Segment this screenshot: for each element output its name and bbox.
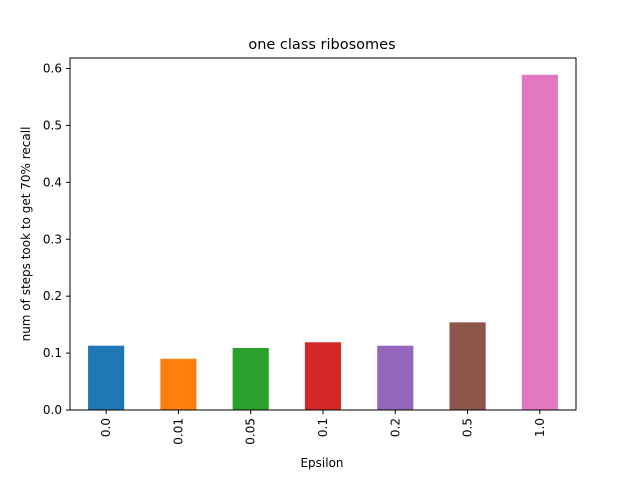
y-axis-ticks: 0.0 0.1 0.2 0.3 0.4 0.5 0.6 [43,62,70,417]
y-axis-label: num of steps took to get 70% recall [19,127,33,342]
bar-0.5 [449,322,486,410]
x-tick-label: 1.0 [533,418,547,437]
x-tick-label: 0.01 [171,418,185,445]
y-tick-label: 0.2 [43,289,62,303]
x-tick-label: 0.2 [388,418,402,437]
y-tick-label: 0.6 [43,62,62,76]
y-tick-label: 0.1 [43,346,62,360]
bar-0.01 [160,358,197,410]
bars [88,74,558,411]
x-tick-label: 0.1 [316,418,330,437]
bar-0.05 [232,347,269,410]
plot-frame [69,57,577,411]
bar-0.2 [377,345,414,410]
y-tick-label: 0.4 [43,175,62,189]
x-tick-label: 0.05 [244,418,258,445]
x-tick-label: 0.0 [99,418,113,437]
bar-1.0 [521,74,558,411]
chart-title: one class ribosomes [248,37,395,53]
y-tick-label: 0.0 [43,403,62,417]
x-axis-label: Epsilon [300,456,343,470]
x-tick-label: 0.5 [461,418,475,437]
bar-0.0 [88,345,125,410]
y-tick-label: 0.3 [43,232,62,246]
bar-0.1 [304,342,342,410]
y-tick-label: 0.5 [43,118,62,132]
x-axis-ticks: 0.0 0.01 0.05 0.1 0.2 0.5 1.0 [99,410,547,445]
